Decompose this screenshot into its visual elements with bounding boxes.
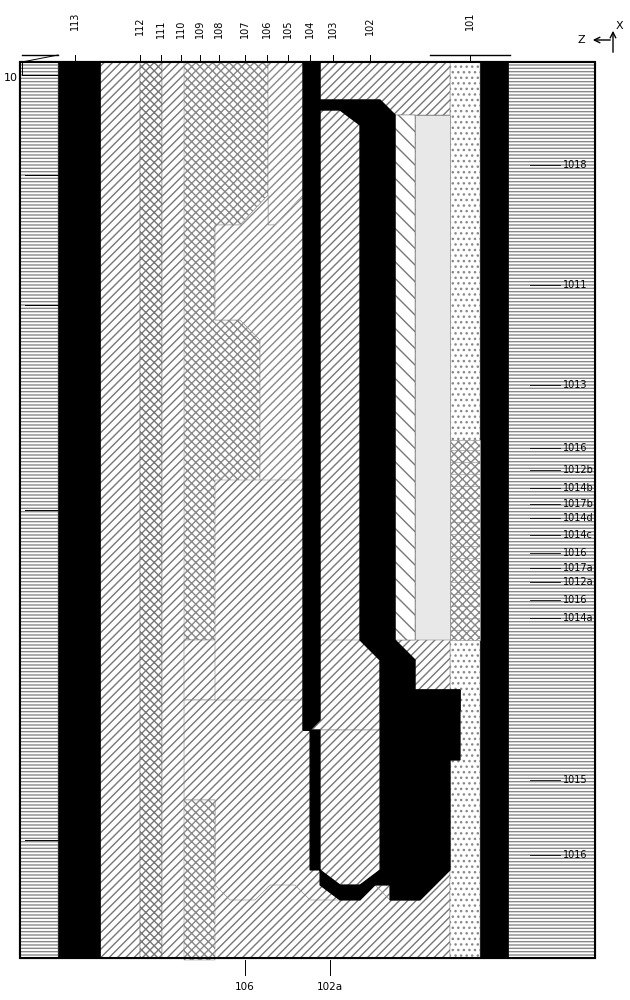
- Polygon shape: [184, 700, 460, 900]
- Text: 1017a: 1017a: [563, 563, 593, 573]
- Text: Z: Z: [577, 35, 585, 45]
- Text: 1013: 1013: [563, 380, 588, 390]
- Bar: [20, 62, 595, 958]
- Text: 1011: 1011: [563, 280, 588, 290]
- Polygon shape: [303, 640, 460, 730]
- Polygon shape: [20, 62, 595, 958]
- Text: 1012a: 1012a: [563, 577, 593, 587]
- Text: 1017b: 1017b: [563, 499, 594, 509]
- Text: 1131: 1131: [64, 300, 91, 310]
- Text: 1014b: 1014b: [563, 483, 593, 493]
- Polygon shape: [184, 62, 268, 640]
- Polygon shape: [162, 62, 450, 958]
- Polygon shape: [310, 710, 450, 900]
- Text: 1014d: 1014d: [563, 513, 593, 523]
- Polygon shape: [100, 62, 140, 958]
- Text: 1012b: 1012b: [563, 465, 594, 475]
- Polygon shape: [508, 62, 595, 958]
- Text: 106: 106: [235, 982, 255, 992]
- Polygon shape: [268, 62, 303, 225]
- Text: 1133: 1133: [64, 835, 91, 845]
- Text: 103: 103: [328, 20, 338, 38]
- Text: 1014c: 1014c: [563, 530, 593, 540]
- Text: 105: 105: [283, 19, 293, 38]
- Text: 107: 107: [240, 19, 250, 38]
- Text: 106: 106: [262, 20, 272, 38]
- Text: X: X: [616, 21, 624, 31]
- Text: 1016: 1016: [563, 595, 588, 605]
- Polygon shape: [184, 640, 215, 700]
- Text: 1016: 1016: [563, 443, 588, 453]
- Polygon shape: [320, 62, 450, 115]
- Text: 101: 101: [465, 12, 475, 30]
- Text: 1133: 1133: [64, 170, 91, 180]
- Text: 1014a: 1014a: [563, 613, 593, 623]
- Polygon shape: [58, 62, 100, 958]
- Text: 1016: 1016: [563, 850, 588, 860]
- Polygon shape: [450, 440, 480, 640]
- Text: 1132: 1132: [64, 505, 91, 515]
- Text: 102a: 102a: [317, 982, 343, 992]
- Text: 110: 110: [176, 20, 186, 38]
- Text: 102: 102: [365, 16, 375, 35]
- Text: 104: 104: [305, 20, 315, 38]
- Polygon shape: [303, 690, 460, 900]
- Text: 113: 113: [70, 12, 80, 30]
- Polygon shape: [415, 115, 450, 640]
- Text: 1016: 1016: [563, 548, 588, 558]
- Text: 1018: 1018: [563, 160, 588, 170]
- Text: 10: 10: [4, 73, 18, 83]
- Polygon shape: [184, 800, 215, 960]
- Polygon shape: [140, 62, 162, 958]
- Text: 108: 108: [214, 20, 224, 38]
- Text: 1015: 1015: [563, 775, 588, 785]
- Text: 111: 111: [156, 20, 166, 38]
- Polygon shape: [20, 62, 58, 958]
- Polygon shape: [450, 62, 480, 958]
- Polygon shape: [303, 62, 460, 730]
- Polygon shape: [395, 115, 415, 640]
- Polygon shape: [480, 62, 508, 958]
- Polygon shape: [215, 195, 303, 480]
- Text: 112: 112: [135, 16, 145, 35]
- Text: 109: 109: [195, 20, 205, 38]
